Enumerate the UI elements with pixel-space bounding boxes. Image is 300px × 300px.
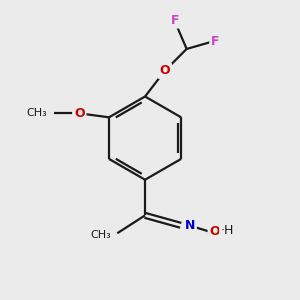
Text: N: N	[185, 219, 195, 232]
Text: CH₃: CH₃	[91, 230, 111, 240]
Text: O: O	[74, 107, 85, 120]
Text: F: F	[211, 34, 220, 47]
Text: O: O	[209, 225, 220, 238]
Text: CH₃: CH₃	[27, 108, 48, 118]
Text: F: F	[170, 14, 179, 27]
Text: ·H: ·H	[220, 224, 234, 237]
Text: O: O	[160, 64, 170, 77]
